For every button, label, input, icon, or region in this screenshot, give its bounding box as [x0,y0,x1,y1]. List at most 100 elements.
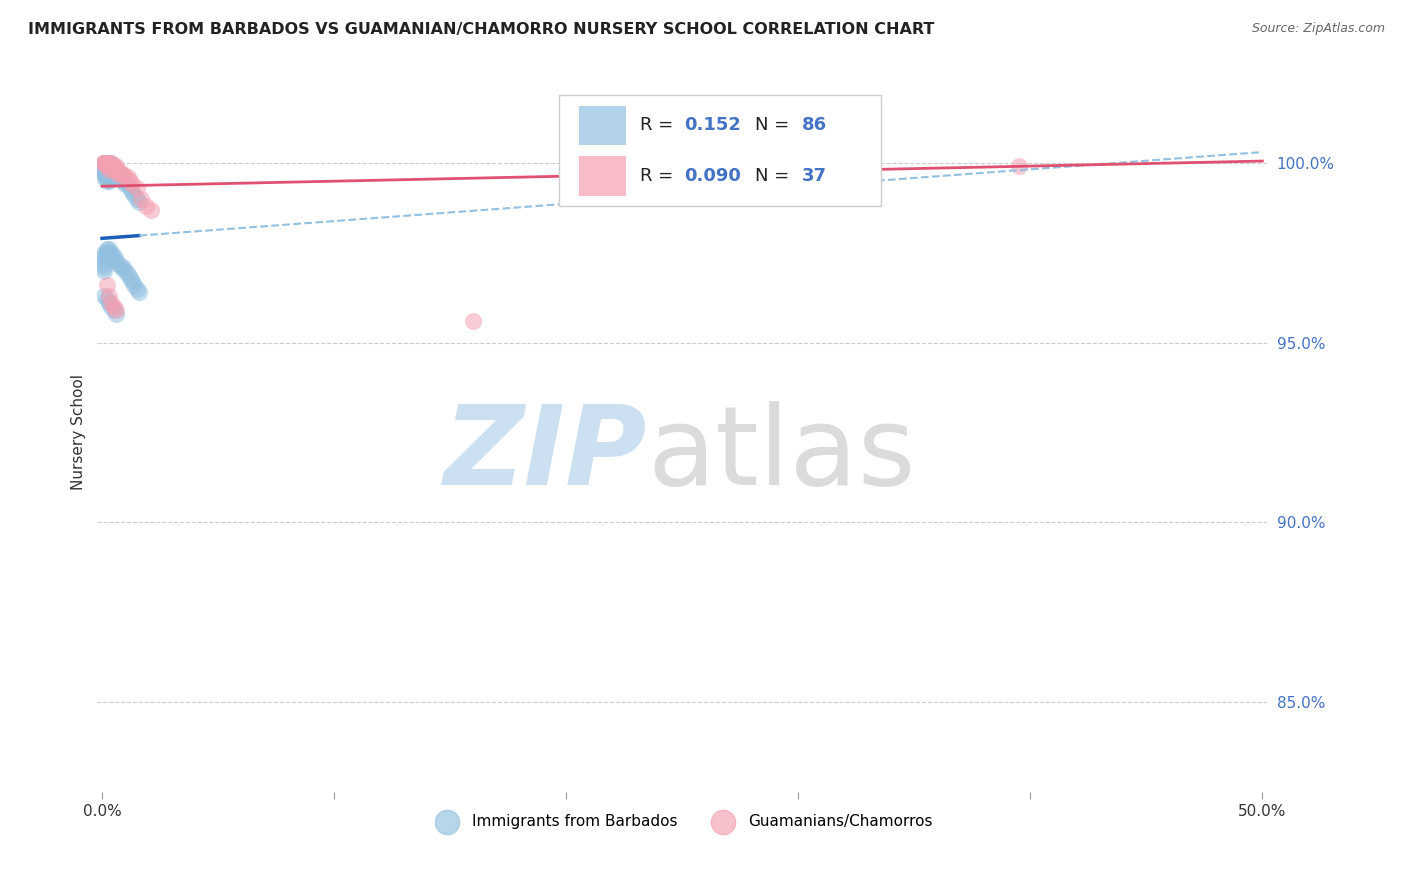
Point [93,167,115,181]
Point [100,167,122,181]
Point [125,282,148,296]
Point [117,178,139,192]
Point [117,268,139,282]
Point [93,163,115,178]
Point [96,174,118,188]
Text: 37: 37 [801,167,827,185]
Y-axis label: Nursery School: Nursery School [72,375,86,491]
Point [107,167,129,181]
Point [96,249,118,263]
Text: Source: ZipAtlas.com: Source: ZipAtlas.com [1251,22,1385,36]
Point [114,174,136,188]
Point [111,167,134,181]
Point [100,160,122,174]
Point [103,163,125,178]
Point [96,156,118,170]
Point [114,178,136,192]
Point [97,289,120,303]
Point [97,160,120,174]
Point [125,181,148,195]
Point [118,271,141,285]
Point [104,163,127,178]
Point [93,260,115,274]
Text: 86: 86 [801,117,827,135]
Point [97,296,120,310]
Point [100,245,122,260]
Text: IMMIGRANTS FROM BARBADOS VS GUAMANIAN/CHAMORRO NURSERY SCHOOL CORRELATION CHART: IMMIGRANTS FROM BARBADOS VS GUAMANIAN/CH… [28,22,935,37]
Point [121,178,143,192]
Point [97,163,120,178]
Point [96,163,118,178]
Point [96,245,118,260]
Point [124,278,146,293]
Point [135,199,157,213]
Point [93,170,115,185]
Point [100,249,122,263]
Point [93,156,115,170]
Point [97,156,120,170]
Point [110,260,132,274]
Point [118,174,141,188]
Point [107,163,129,178]
Point [96,156,118,170]
Point [96,156,118,170]
Point [121,275,143,289]
Point [111,170,134,185]
Point [97,242,120,256]
Point [93,156,115,170]
Point [103,300,125,314]
Point [93,256,115,270]
Point [103,303,125,318]
Point [97,163,120,178]
Point [111,260,134,274]
Point [93,263,115,277]
Point [93,156,115,170]
Point [103,167,125,181]
Text: R =: R = [640,167,679,185]
Point [100,296,122,310]
Point [104,307,127,321]
Point [93,160,115,174]
Point [104,160,127,174]
Point [118,181,141,195]
Point [103,160,125,174]
Text: N =: N = [755,117,794,135]
Point [96,160,118,174]
Point [100,156,122,170]
Point [96,160,118,174]
Text: 0.152: 0.152 [685,117,741,135]
Point [93,245,115,260]
Point [104,167,127,181]
Point [93,252,115,267]
Point [100,160,122,174]
Point [96,170,118,185]
Point [96,167,118,181]
Point [128,285,150,300]
Point [131,192,153,206]
Point [110,170,132,185]
Point [114,263,136,277]
Point [107,167,129,181]
Point [103,160,125,174]
Point [103,252,125,267]
Point [93,156,115,170]
Point [114,170,136,185]
Point [96,160,118,174]
Text: atlas: atlas [647,401,915,508]
Point [93,160,115,174]
Point [103,163,125,178]
Point [100,300,122,314]
Point [97,174,120,188]
Point [104,163,127,178]
Point [97,163,120,178]
Point [117,170,139,185]
Point [96,163,118,178]
Point [97,160,120,174]
Point [97,160,120,174]
Point [104,170,127,185]
Point [110,167,132,181]
Point [96,167,118,181]
Point [96,278,118,293]
Point [463,314,485,328]
Point [97,245,120,260]
